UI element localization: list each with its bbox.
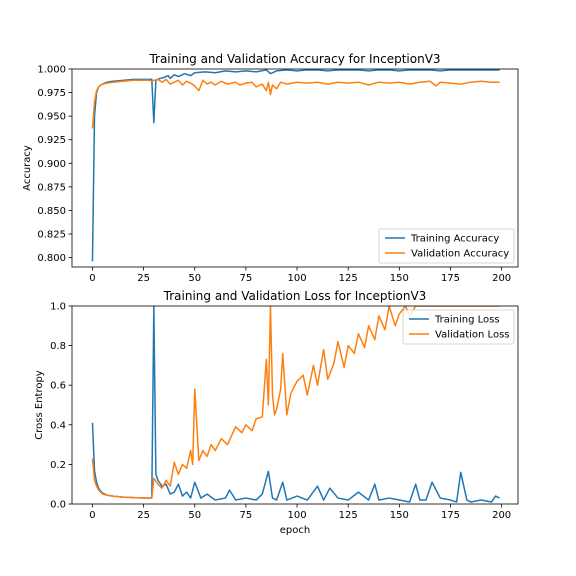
accuracy-y-tick-label: 0.875 bbox=[37, 182, 66, 193]
loss-validation-loss-line bbox=[91, 306, 500, 499]
loss-y-tick-label: 0.4 bbox=[50, 420, 66, 431]
accuracy-y-tick-label: 0.900 bbox=[37, 159, 66, 170]
loss-y-tick-label: 0.0 bbox=[50, 500, 66, 511]
accuracy-y-tick-label: 0.925 bbox=[37, 135, 66, 146]
loss-x-tick-label: 150 bbox=[390, 510, 409, 521]
loss-y-tick-label: 0.8 bbox=[50, 341, 66, 352]
accuracy-legend: Training Accuracy Validation Accuracy bbox=[378, 228, 515, 264]
accuracy-x-tick-label: 150 bbox=[390, 273, 409, 284]
accuracy-y-axis-label: Accuracy bbox=[22, 145, 33, 191]
loss-x-axis-label: epoch bbox=[280, 525, 310, 536]
loss-ticks: 0 25 50 75 100 125 150 175 200 0.0 0.2 0.4 0.6 0.8 1.0 bbox=[50, 302, 511, 522]
accuracy-plot-frame bbox=[71, 68, 519, 268]
accuracy-x-tick-label: 50 bbox=[188, 273, 201, 284]
accuracy-y-tick-label: 1.000 bbox=[37, 65, 66, 76]
loss-x-tick-label: 0 bbox=[89, 510, 95, 521]
accuracy-y-tick-label: 0.850 bbox=[37, 206, 66, 217]
loss-legend-box bbox=[402, 309, 515, 345]
accuracy-legend-box bbox=[378, 228, 515, 264]
loss-x-tick-label: 25 bbox=[137, 510, 150, 521]
accuracy-ticks: 0 25 50 75 100 125 150 175 200 0.800 0.825 0.850 0.8… bbox=[37, 65, 511, 285]
accuracy-x-tick-label: 100 bbox=[287, 273, 306, 284]
loss-y-tick-label: 0.6 bbox=[50, 381, 66, 392]
accuracy-x-tick-label: 25 bbox=[137, 273, 150, 284]
loss-x-tick-label: 200 bbox=[492, 510, 511, 521]
accuracy-y-tick-label: 0.825 bbox=[37, 230, 66, 241]
loss-chart: Training and Validation Loss for Incepti… bbox=[34, 289, 519, 536]
loss-legend: Training Loss Validation Loss bbox=[402, 309, 515, 345]
accuracy-chart-title: Training and Validation Accuracy for Inc… bbox=[148, 52, 440, 66]
loss-y-tick-label: 0.2 bbox=[50, 460, 66, 471]
accuracy-chart: Training and Validation Accuracy for Inc… bbox=[22, 52, 519, 285]
accuracy-y-tick-label: 0.800 bbox=[37, 253, 66, 264]
loss-plot-frame bbox=[71, 305, 519, 505]
accuracy-x-tick-label: 125 bbox=[339, 273, 358, 284]
loss-x-tick-label: 50 bbox=[188, 510, 201, 521]
loss-y-axis-label: Cross Entropy bbox=[34, 370, 45, 440]
accuracy-series bbox=[91, 69, 500, 262]
accuracy-x-tick-label: 0 bbox=[89, 273, 95, 284]
loss-x-tick-label: 75 bbox=[240, 510, 253, 521]
loss-y-tick-label: 1.0 bbox=[50, 302, 66, 313]
loss-series bbox=[91, 306, 500, 503]
loss-chart-title: Training and Validation Loss for Incepti… bbox=[163, 289, 427, 303]
accuracy-training-accuracy-line bbox=[91, 69, 500, 262]
accuracy-x-tick-label: 200 bbox=[492, 273, 511, 284]
accuracy-legend-training-label: Training Accuracy bbox=[410, 234, 499, 245]
accuracy-y-tick-label: 0.950 bbox=[37, 112, 66, 123]
loss-legend-validation-label: Validation Loss bbox=[435, 330, 510, 341]
loss-legend-training-label: Training Loss bbox=[434, 315, 500, 326]
loss-x-tick-label: 175 bbox=[441, 510, 460, 521]
accuracy-validation-accuracy-line bbox=[91, 78, 500, 129]
accuracy-legend-validation-label: Validation Accuracy bbox=[411, 249, 509, 260]
accuracy-x-tick-label: 75 bbox=[240, 273, 253, 284]
loss-x-tick-label: 100 bbox=[287, 510, 306, 521]
accuracy-y-tick-label: 0.975 bbox=[37, 88, 66, 99]
accuracy-x-tick-label: 175 bbox=[441, 273, 460, 284]
loss-x-tick-label: 125 bbox=[339, 510, 358, 521]
